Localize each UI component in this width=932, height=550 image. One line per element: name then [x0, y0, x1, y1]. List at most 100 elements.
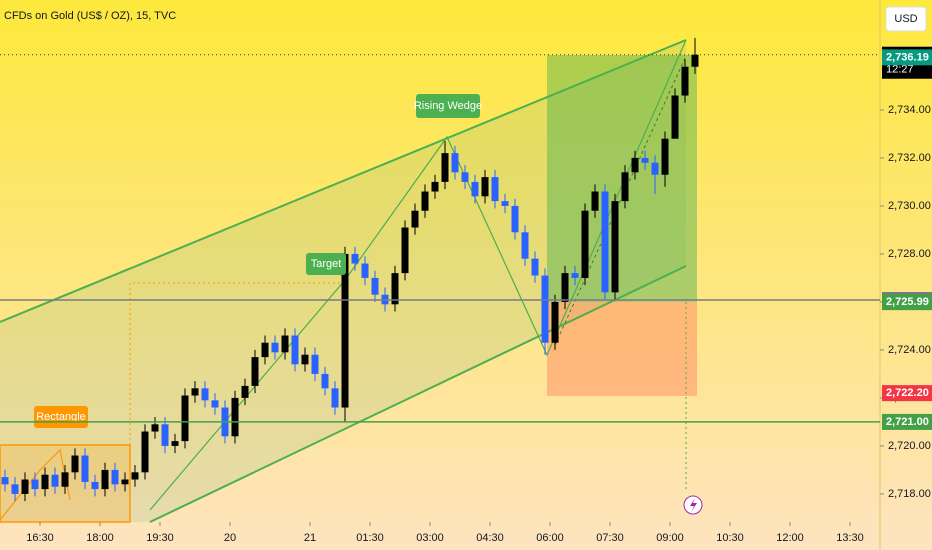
x-tick-label: 12:00 — [776, 532, 804, 544]
candle-body — [81, 455, 89, 482]
candle-body — [671, 95, 679, 139]
price-marker-label: 2,725.99 — [886, 296, 929, 308]
candle-body — [71, 455, 79, 473]
candle-body — [171, 441, 179, 446]
currency-label[interactable]: USD — [894, 13, 917, 25]
candle-body — [631, 157, 639, 173]
candle-body — [1, 477, 9, 485]
label-box — [306, 253, 346, 275]
candle-body — [331, 388, 339, 408]
candle-body — [411, 210, 419, 228]
candle-body — [111, 469, 119, 485]
price-marker-label: 2,736.19 — [886, 51, 929, 63]
candle-body — [31, 479, 39, 490]
price-marker — [882, 294, 932, 311]
trade-path — [554, 55, 687, 346]
candle-body — [691, 54, 699, 67]
price-marker — [882, 385, 932, 402]
candle-body — [541, 275, 549, 343]
candle-body — [311, 354, 319, 374]
candle-body — [41, 474, 49, 490]
x-tick-label: 01:30 — [356, 532, 384, 544]
candle-body — [571, 273, 579, 278]
long-stop-zone — [547, 302, 697, 396]
price-marker-label: 2,722.20 — [886, 387, 929, 399]
candle-body — [251, 357, 259, 386]
annotation: Rising Wedge — [414, 100, 482, 112]
x-tick-label: 07:30 — [596, 532, 624, 544]
candle-body — [611, 201, 619, 293]
candle-body — [351, 253, 359, 264]
x-tick-label: 20 — [224, 532, 236, 544]
candle-body — [181, 395, 189, 442]
candle-body — [551, 301, 559, 343]
candle-body — [281, 335, 289, 353]
lightning — [690, 498, 697, 512]
candle-body — [131, 472, 139, 480]
candle-body — [201, 388, 209, 401]
wedge-lower — [149, 265, 687, 523]
candle-body — [581, 210, 589, 278]
y-tick-label: 2,720.00 — [888, 440, 931, 452]
x-tick-label: 19:30 — [146, 532, 174, 544]
candle-body — [471, 181, 479, 197]
candle-body — [451, 153, 459, 173]
candle-body — [101, 469, 109, 490]
candle-body — [241, 385, 249, 398]
candle-body — [151, 424, 159, 432]
y-tick-label: 2,728.00 — [888, 248, 931, 260]
candle-body — [141, 431, 149, 473]
candle-body — [161, 424, 169, 446]
candle-body — [601, 191, 609, 293]
candle-body — [641, 157, 649, 163]
candle-body — [291, 335, 299, 365]
candle-body — [51, 474, 59, 487]
x-tick-label: 18:00 — [86, 532, 114, 544]
currency-button[interactable] — [885, 6, 927, 32]
candle-body — [681, 66, 689, 96]
candle-body — [61, 472, 69, 487]
candle-body — [121, 479, 129, 485]
y-tick-label: 2,730.00 — [888, 200, 931, 212]
candle-body — [651, 162, 659, 175]
wedge-upper — [0, 39, 687, 323]
price-marker — [882, 49, 932, 66]
candle-body — [421, 191, 429, 211]
x-tick-label: 03:00 — [416, 532, 444, 544]
y-tick-label: 2,732.00 — [888, 152, 931, 164]
annotation: Target — [311, 258, 342, 270]
countdown: 12:27 — [886, 64, 914, 76]
candle-body — [441, 153, 449, 182]
x-tick-label: 09:00 — [656, 532, 684, 544]
candle-body — [321, 373, 329, 389]
candle-body — [521, 232, 529, 259]
label-box — [416, 94, 480, 118]
x-tick-label: 13:30 — [836, 532, 864, 544]
candle-body — [191, 388, 199, 396]
x-tick-label: 21 — [304, 532, 316, 544]
candle-body — [401, 227, 409, 274]
candle-body — [231, 397, 239, 437]
candle-body — [91, 481, 99, 490]
candle-body — [211, 400, 219, 408]
x-tick-label: 06:00 — [536, 532, 564, 544]
candle-body — [431, 181, 439, 192]
candle-body — [531, 258, 539, 276]
candle-body — [621, 172, 629, 202]
price-marker-label: 2,721.00 — [886, 416, 929, 428]
candle-body — [11, 484, 19, 494]
candle-body — [481, 177, 489, 197]
candle-body — [271, 342, 279, 353]
candle-body — [501, 201, 509, 206]
candle-body — [371, 277, 379, 295]
wedge-zigzag — [149, 39, 687, 511]
candle-body — [391, 273, 399, 305]
candle-body — [491, 177, 499, 202]
header-title: CFDs on Gold (US$ / OZ), 15, TVC — [4, 10, 176, 22]
candle-body — [261, 342, 269, 358]
target-projection — [129, 282, 345, 445]
x-tick-label: 10:30 — [716, 532, 744, 544]
candle-body — [591, 191, 599, 211]
